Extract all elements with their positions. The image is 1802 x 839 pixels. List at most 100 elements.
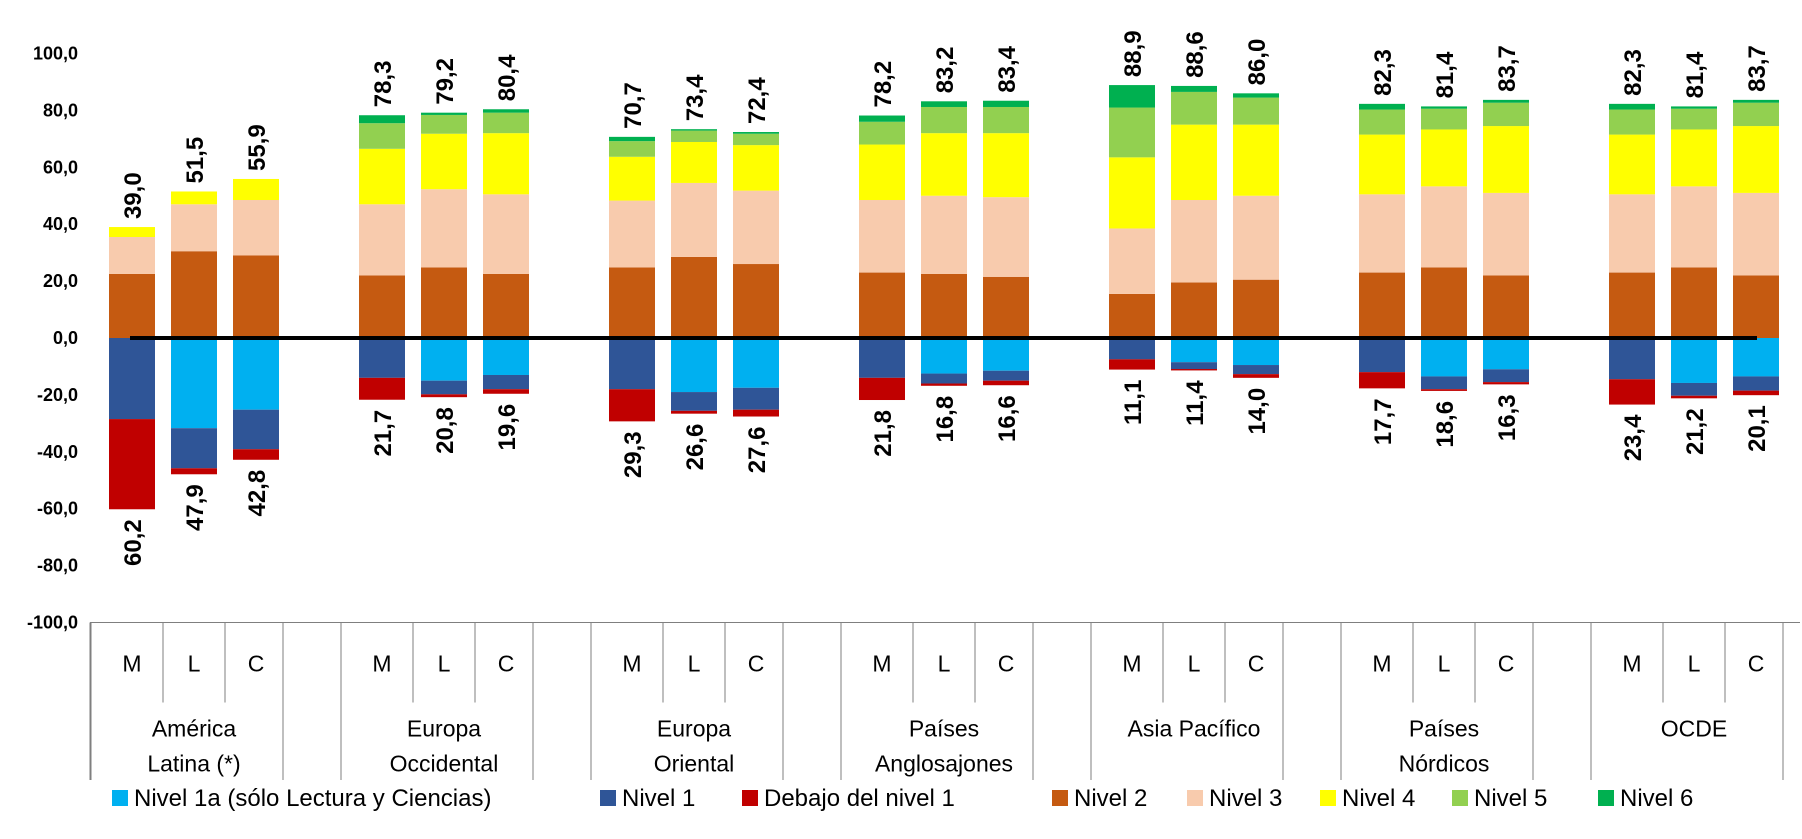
value-label-below: 11,4: [1182, 380, 1209, 426]
bar-segment-n4: [359, 148, 405, 205]
bar-segment-n5: [733, 133, 779, 146]
subcategory-label: C: [1748, 651, 1765, 677]
legend-label: Nivel 4: [1342, 785, 1415, 812]
bar-segment-n1a: [421, 338, 467, 381]
legend-swatch: [600, 790, 616, 806]
bar-segment-n2: [109, 273, 155, 338]
bar-segment-n4: [1233, 124, 1279, 196]
bar-segment-n1: [1609, 338, 1655, 380]
y-tick-label: 100,0: [33, 44, 78, 64]
bar-segment-n2: [1233, 279, 1279, 338]
subcategory-label: L: [1438, 651, 1451, 677]
bar-segment-n6: [1733, 99, 1779, 103]
bar-segment-n1: [359, 338, 405, 378]
bar-segment-n1: [109, 338, 155, 420]
bar-segment-dn1: [1359, 372, 1405, 389]
bar-segment-n3: [1609, 194, 1655, 273]
value-label-below: 21,2: [1682, 408, 1709, 455]
bar-segment-n6: [1233, 93, 1279, 98]
value-label-below: 26,6: [682, 424, 709, 471]
bar-segment-n1a: [1733, 338, 1779, 377]
y-tick-label: 0,0: [53, 328, 78, 348]
bar-segment-n3: [483, 194, 529, 274]
group-label: Países: [909, 716, 979, 742]
bar-segment-n6: [483, 109, 529, 113]
bar-segment-dn1: [1671, 395, 1717, 399]
subcategory-label: L: [688, 651, 701, 677]
bar-segment-n3: [233, 200, 279, 256]
bar-segment-n6: [359, 115, 405, 124]
bar-segment-n5: [983, 106, 1029, 134]
y-tick-label: 80,0: [43, 100, 78, 120]
bar-segment-n4: [233, 178, 279, 201]
legend-swatch: [1052, 790, 1068, 806]
bar-segment-n3: [171, 204, 217, 252]
bar-segment-n4: [1171, 124, 1217, 201]
bar-segment-n2: [1609, 272, 1655, 338]
bar-segment-n4: [1109, 157, 1155, 229]
bar-segment-n1: [609, 338, 655, 390]
bars: [109, 85, 1779, 510]
legend-swatch: [742, 790, 758, 806]
bar-segment-n6: [1359, 103, 1405, 110]
value-label-above: 70,7: [620, 82, 647, 129]
bar-segment-n3: [609, 200, 655, 268]
bar-segment-n2: [1171, 282, 1217, 338]
subcategory-label: C: [498, 651, 515, 677]
value-label-below: 42,8: [244, 470, 271, 517]
bar-segment-n4: [671, 141, 717, 183]
y-tick-label: -40,0: [37, 442, 78, 462]
bar-segment-n2: [1483, 275, 1529, 338]
bar-segment-dn1: [171, 468, 217, 475]
bar-segment-n3: [859, 200, 905, 273]
bar-segment-n2: [921, 273, 967, 338]
value-label-below: 16,8: [932, 396, 959, 443]
bar-segment-dn1: [1609, 379, 1655, 405]
bar-segment-n6: [1109, 85, 1155, 108]
bar-segment-n1a: [1483, 338, 1529, 370]
bar-segment-dn1: [1171, 369, 1217, 371]
bar-segment-n2: [609, 267, 655, 338]
subcategory-label: L: [1188, 651, 1201, 677]
bar-segment-n4: [1609, 134, 1655, 195]
legend-label: Nivel 2: [1074, 785, 1147, 812]
bar-segment-dn1: [1233, 374, 1279, 378]
bar-segment-n4: [983, 133, 1029, 198]
legend-swatch: [1187, 790, 1203, 806]
y-tick-label: -20,0: [37, 385, 78, 405]
bar-segment-n1: [483, 374, 529, 390]
bar-segment-n1a: [671, 338, 717, 393]
bar-segment-n6: [671, 129, 717, 131]
value-label-above: 78,2: [870, 61, 897, 108]
group-label: Asia Pacífico: [1128, 716, 1261, 742]
bar-segment-n1: [421, 380, 467, 395]
subcategory-label: M: [372, 651, 391, 677]
bar-segment-n3: [109, 237, 155, 274]
bar-segment-n5: [1609, 109, 1655, 135]
value-label-below: 19,6: [494, 404, 521, 451]
value-label-above: 79,2: [432, 58, 459, 105]
bar-segment-n2: [1733, 275, 1779, 338]
subcategory-label: M: [122, 651, 141, 677]
bar-segment-n3: [1733, 192, 1779, 276]
bar-segment-n6: [1609, 103, 1655, 110]
bar-segment-n3: [921, 195, 967, 274]
bar-segment-n6: [1171, 85, 1217, 92]
bar-segment-n5: [1421, 108, 1467, 130]
bar-segment-n4: [109, 227, 155, 238]
value-label-above: 88,9: [1120, 30, 1147, 77]
bar-segment-dn1: [1421, 389, 1467, 391]
bar-segment-n2: [983, 276, 1029, 338]
bar-segment-n1: [233, 409, 279, 450]
group-label: Anglosajones: [875, 751, 1013, 777]
value-label-above: 80,4: [494, 54, 521, 101]
bar-segment-dn1: [359, 377, 405, 400]
value-label-above: 39,0: [120, 172, 147, 219]
bar-segment-n1: [171, 428, 217, 469]
bar-segment-dn1: [1483, 382, 1529, 385]
value-label-below: 21,8: [870, 410, 897, 457]
bar-segment-dn1: [483, 389, 529, 394]
value-label-above: 81,4: [1682, 51, 1709, 98]
bar-segment-n2: [1359, 272, 1405, 338]
